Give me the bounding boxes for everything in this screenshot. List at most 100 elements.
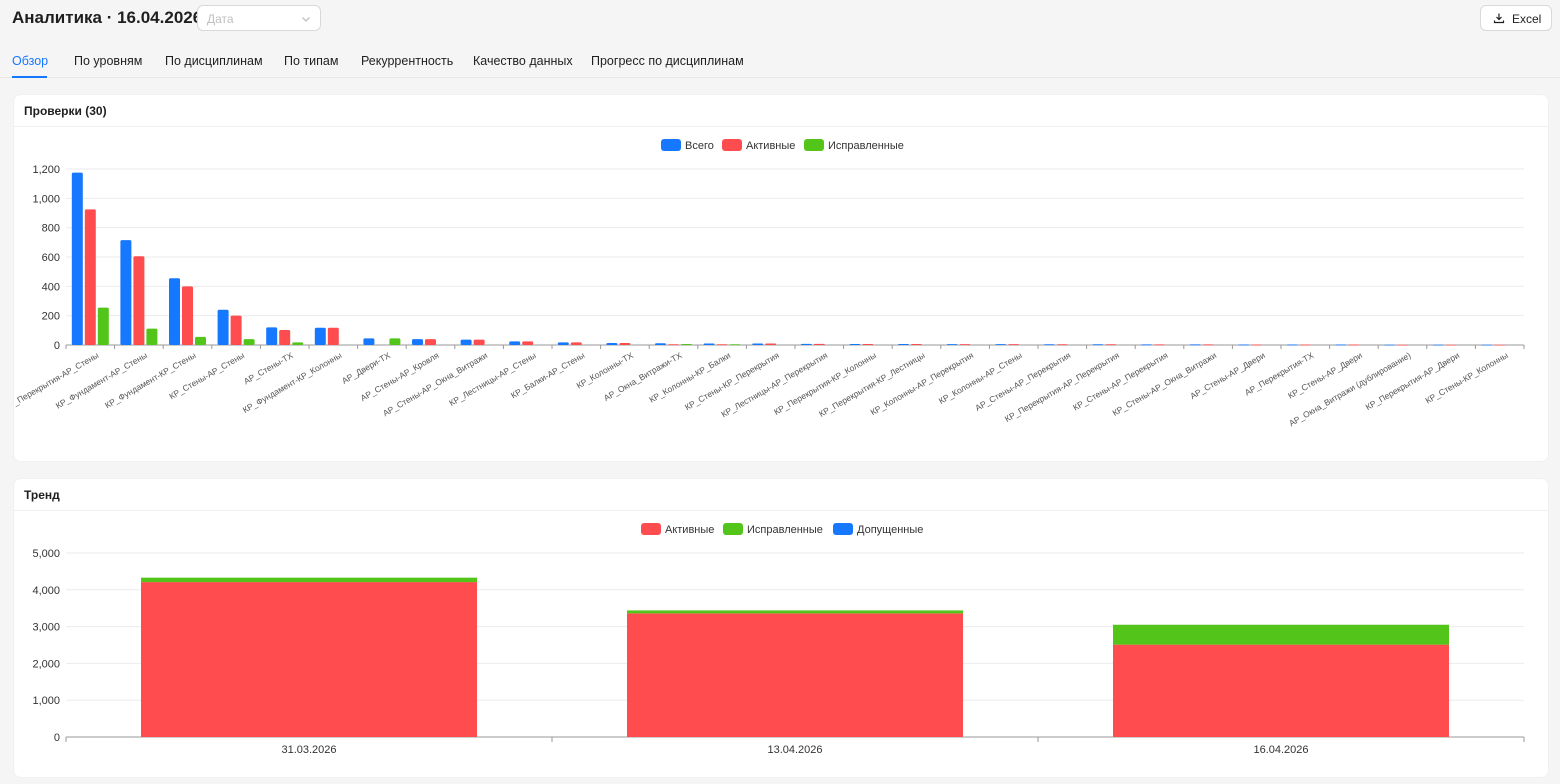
checks-bar (97, 307, 109, 345)
checks-bar (570, 342, 582, 345)
checks-bar (703, 343, 715, 345)
checks-x-tick-label: КР_Колонны-АР_Стены (937, 350, 1024, 406)
checks-bar (279, 330, 291, 345)
checks-bar (195, 336, 206, 345)
tab-by-disciplines[interactable]: По дисциплинам (165, 54, 263, 68)
trend-legend-swatch (833, 523, 853, 535)
checks-bar (217, 309, 229, 345)
checks-bar (1043, 344, 1055, 346)
trend-bar-segment (141, 577, 477, 583)
tab-discipline-progress[interactable]: Прогресс по дисциплинам (591, 54, 744, 68)
checks-bar (800, 343, 812, 345)
trend-y-tick-label: 1,000 (32, 695, 60, 707)
checks-legend-swatch (661, 139, 681, 151)
checks-bar (522, 341, 534, 345)
checks-bar (862, 343, 874, 345)
checks-bar (292, 342, 304, 345)
checks-bar (655, 343, 666, 345)
checks-bar (133, 256, 145, 345)
checks-bar (120, 240, 132, 345)
checks-x-tick-label: КР_Стены-КР_Колонны (1423, 350, 1509, 406)
trend-legend-label: Активные (665, 524, 714, 536)
trend-y-tick-label: 2,000 (32, 658, 60, 670)
checks-bar (716, 344, 728, 346)
checks-bar (1189, 344, 1201, 346)
trend-x-tick-label: 13.04.2026 (767, 744, 822, 756)
checks-bar (84, 209, 96, 345)
checks-bar (557, 342, 569, 345)
checks-legend-swatch (804, 139, 824, 151)
trend-x-tick-label: 16.04.2026 (1253, 744, 1308, 756)
checks-bar (729, 344, 741, 346)
trend-card-header: Тренд (14, 479, 1548, 511)
checks-bar (389, 338, 401, 345)
tab-recurrence[interactable]: Рекуррентность (361, 54, 454, 68)
checks-y-tick-label: 1,200 (32, 164, 60, 176)
checks-x-tick-label: АР_Стены-АР_Кровля (359, 350, 441, 403)
checks-bar (1238, 344, 1250, 346)
tab-by-types[interactable]: По типам (284, 54, 339, 68)
tab-data-quality[interactable]: Качество данных (473, 54, 573, 68)
checks-bar (1141, 344, 1152, 346)
checks-bar (1481, 344, 1493, 346)
checks-bar (1251, 344, 1263, 346)
trend-bar-segment (1113, 644, 1449, 737)
checks-bar (1092, 344, 1104, 346)
checks-bar (1494, 344, 1506, 346)
checks-bar (230, 315, 242, 345)
excel-export-label: Excel (1512, 12, 1542, 26)
page-header: Аналитика · 16.04.2026 Дата Excel (0, 0, 1560, 40)
tab-overview[interactable]: Обзор (12, 54, 49, 68)
checks-y-tick-label: 0 (54, 340, 60, 352)
trend-legend-swatch (723, 523, 743, 535)
checks-legend-swatch (722, 139, 742, 151)
checks-x-tick-label: АР_Окна_Витражи-ТХ (602, 350, 684, 403)
tab-by-levels[interactable]: По уровням (74, 54, 143, 68)
excel-export-button[interactable]: Excel (1480, 5, 1552, 31)
checks-x-tick-label: КР_Фундамент-АР_Стены (54, 350, 149, 411)
trend-y-tick-label: 0 (54, 732, 60, 744)
checks-y-tick-label: 800 (42, 223, 60, 235)
checks-x-tick-label: КР_Колонны-КР_Балки (647, 350, 732, 405)
checks-bar (71, 172, 83, 345)
checks-card: Проверки (30) Всего Активные Исправленные 0… (13, 94, 1549, 462)
checks-bar (266, 327, 278, 345)
date-picker[interactable]: Дата (197, 5, 321, 31)
checks-bar (1445, 344, 1457, 346)
tab-bar: Обзор По уровням По дисциплинам По типам… (0, 48, 1560, 78)
checks-x-tick-label: КР_Перекрытия-АР_Двери (1364, 350, 1462, 412)
checks-y-tick-label: 1,000 (32, 193, 60, 205)
checks-bar (412, 339, 423, 345)
download-icon (1493, 13, 1505, 24)
checks-bar (1202, 344, 1214, 346)
checks-bar (765, 343, 777, 345)
trend-y-tick-label: 4,000 (32, 585, 60, 597)
checks-bar (182, 286, 193, 345)
page-title: Аналитика · 16.04.2026 (12, 8, 203, 27)
checks-legend-label: Активные (746, 140, 795, 152)
checks-x-tick-label: КР_Фундамент-КР_Стены (103, 350, 197, 410)
checks-bar (509, 341, 521, 345)
checks-bar (668, 344, 679, 346)
trend-card: Тренд Активные Исправленные Допущенные 0 1,0… (13, 478, 1549, 778)
checks-bar (1299, 344, 1311, 346)
checks-bar (619, 342, 631, 345)
checks-bar (1056, 344, 1068, 346)
checks-bar-chart: Всего Активные Исправленные 0 200 400 600 800 1,… (14, 139, 1525, 428)
checks-bar (1105, 344, 1117, 346)
checks-bar (460, 339, 472, 345)
trend-bar-segment (141, 582, 477, 737)
checks-bar (169, 278, 180, 345)
checks-bar (1432, 344, 1444, 346)
checks-bar (849, 343, 861, 345)
checks-bar (363, 338, 375, 345)
checks-bar (1348, 344, 1360, 346)
checks-bar (606, 342, 618, 345)
trend-y-tick-label: 3,000 (32, 622, 60, 634)
checks-bar (995, 344, 1007, 345)
checks-y-tick-label: 200 (42, 311, 60, 323)
checks-bar (813, 343, 825, 345)
trend-y-tick-label: 5,000 (32, 548, 60, 560)
trend-stacked-bar-chart: Активные Исправленные Допущенные 0 1,000 2,00… (32, 523, 1525, 756)
checks-bar (243, 339, 255, 345)
